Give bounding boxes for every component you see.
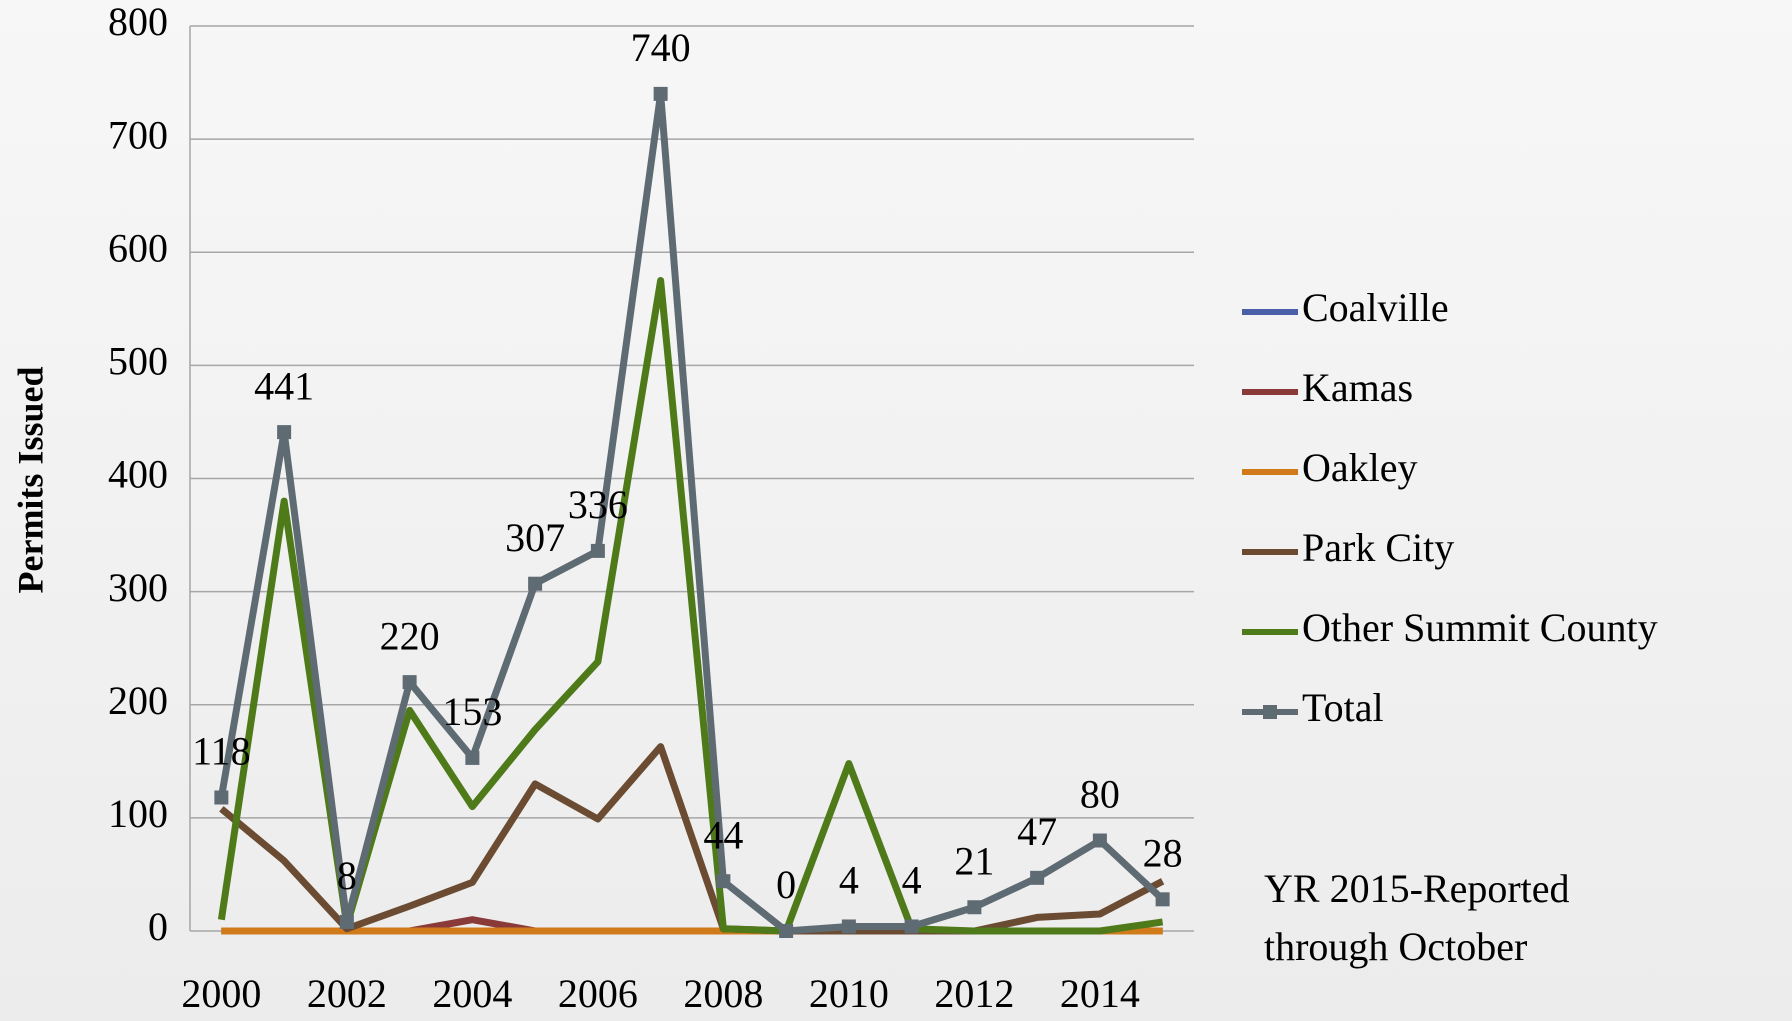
data-label: 4 — [902, 858, 922, 903]
series-line — [217, 277, 1164, 935]
y-tick-label: 400 — [108, 452, 168, 497]
y-axis-title: Permits Issued — [10, 367, 50, 594]
x-tick-label: 2014 — [1060, 971, 1140, 1016]
y-tick-label: 700 — [108, 112, 168, 157]
series-line — [217, 90, 1166, 935]
x-tick-label: 2002 — [307, 971, 387, 1016]
data-label: 4 — [839, 858, 859, 903]
legend-label: Coalville — [1302, 285, 1449, 330]
series-line — [219, 743, 1165, 935]
data-label: 220 — [380, 613, 440, 658]
x-tick-label: 2012 — [934, 971, 1014, 1016]
marker — [465, 750, 480, 765]
legend-label: Park City — [1302, 525, 1454, 570]
data-label: 44 — [703, 812, 743, 857]
x-tick-label: 2004 — [432, 971, 512, 1016]
x-tick-label: 2010 — [809, 971, 889, 1016]
data-label: 21 — [954, 838, 994, 883]
y-tick-label: 600 — [108, 225, 168, 270]
marker — [277, 425, 292, 440]
data-label: 47 — [1017, 809, 1057, 854]
marker — [967, 900, 982, 915]
marker — [214, 790, 229, 805]
x-tick-label: 2006 — [558, 971, 638, 1016]
annotation: YR 2015-Reported — [1264, 866, 1570, 911]
y-tick-label: 100 — [108, 791, 168, 836]
marker — [1092, 833, 1107, 848]
marker — [590, 543, 605, 558]
y-tick-label: 800 — [108, 0, 168, 44]
marker — [402, 675, 417, 690]
marker — [339, 914, 354, 929]
legend-label: Oakley — [1302, 445, 1418, 490]
annotation: through October — [1264, 924, 1527, 969]
legend-label: Kamas — [1302, 365, 1413, 410]
data-label: 80 — [1080, 772, 1120, 817]
data-label: 28 — [1143, 830, 1183, 875]
marker — [841, 919, 856, 934]
marker — [653, 86, 668, 101]
marker — [779, 924, 794, 938]
data-label: 153 — [442, 689, 502, 734]
data-label: 740 — [631, 25, 691, 70]
x-tick-label: 2000 — [181, 971, 261, 1016]
marker — [1030, 870, 1045, 885]
y-tick-label: 200 — [108, 678, 168, 723]
y-tick-label: 300 — [108, 565, 168, 610]
legend-label: Other Summit County — [1302, 605, 1658, 650]
marker — [1155, 892, 1170, 907]
legend-marker — [1263, 705, 1277, 719]
marker — [528, 576, 543, 591]
legend-label: Total — [1302, 685, 1384, 730]
marker — [716, 874, 731, 889]
data-label: 336 — [568, 482, 628, 527]
data-label: 0 — [776, 862, 796, 907]
data-label: 307 — [505, 515, 565, 560]
data-label: 118 — [192, 729, 251, 774]
data-label: 441 — [254, 363, 314, 408]
x-tick-label: 2008 — [683, 971, 763, 1016]
y-tick-label: 0 — [148, 904, 168, 949]
marker — [904, 919, 919, 934]
data-label: 8 — [337, 853, 357, 898]
y-tick-label: 500 — [108, 339, 168, 384]
